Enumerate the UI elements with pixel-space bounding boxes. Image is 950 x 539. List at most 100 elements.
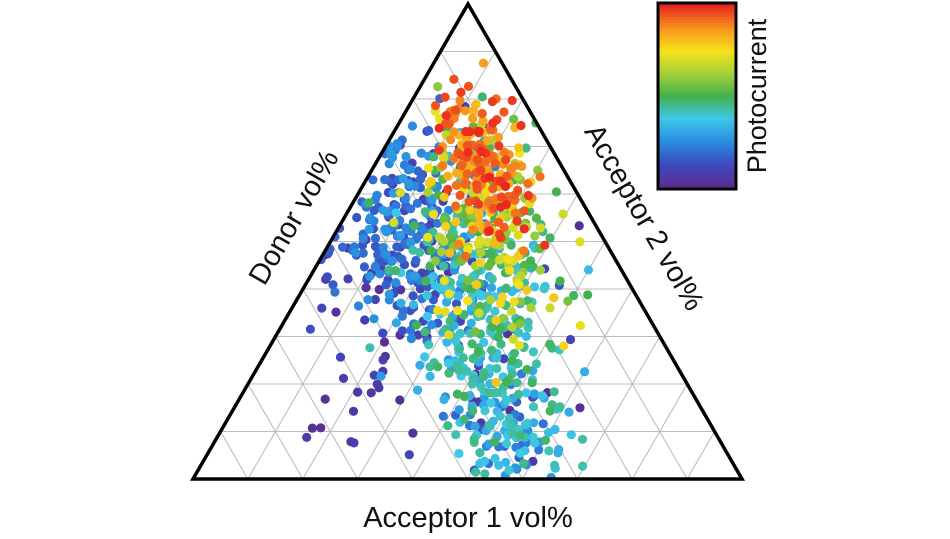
data-point [406, 325, 416, 336]
data-point [544, 446, 554, 456]
colorbar-label: Photocurrent [742, 18, 772, 173]
data-point [381, 280, 391, 290]
data-point [471, 467, 481, 477]
data-point [575, 403, 585, 413]
data-point [501, 200, 511, 210]
data-point [395, 395, 405, 405]
data-point [441, 111, 451, 121]
data-point [412, 198, 422, 208]
data-point [493, 217, 503, 227]
data-point [484, 226, 494, 236]
data-point [411, 320, 421, 330]
data-point [453, 291, 463, 301]
data-point [545, 233, 555, 243]
data-point [527, 378, 537, 388]
data-point [454, 448, 464, 459]
grid-line [631, 383, 688, 480]
data-point [328, 280, 338, 290]
colorbar-band [659, 74, 735, 79]
data-point [559, 341, 569, 351]
data-point [338, 242, 348, 252]
data-point [436, 247, 446, 257]
data-point [482, 136, 492, 146]
data-point [472, 280, 482, 290]
colorbar-band [659, 114, 735, 118]
data-point [374, 284, 384, 295]
data-point [364, 224, 374, 234]
colorbar-band [659, 13, 735, 18]
data-point [519, 206, 529, 216]
data-point [366, 388, 376, 398]
data-point [455, 95, 465, 106]
data-point [395, 188, 405, 198]
data-point [397, 311, 407, 321]
axis-label-donor: Donor vol% [243, 145, 346, 291]
data-point [389, 217, 399, 228]
data-point [445, 231, 456, 241]
data-point [343, 274, 353, 284]
data-point [509, 114, 519, 124]
data-point [549, 387, 559, 397]
colorbar-band [659, 102, 735, 106]
data-point [507, 419, 517, 430]
data-point [496, 254, 506, 264]
data-point [555, 402, 565, 412]
data-point [519, 458, 529, 469]
colorbar-band [659, 4, 735, 9]
data-point [393, 141, 403, 151]
data-point [488, 118, 498, 128]
data-point [478, 372, 489, 382]
data-point [455, 190, 465, 200]
data-point [415, 247, 425, 257]
data-point [476, 146, 486, 157]
data-point [407, 121, 417, 131]
data-point [484, 420, 494, 430]
data-point [528, 432, 538, 442]
data-point [353, 301, 364, 311]
data-point [479, 456, 490, 466]
colorbar-band [659, 141, 735, 146]
data-point [549, 293, 559, 303]
colorbar-band [659, 105, 735, 109]
colorbar-band [659, 111, 735, 115]
data-point [368, 175, 378, 185]
grid-line [302, 288, 414, 480]
data-point [416, 148, 426, 158]
data-point [482, 237, 492, 247]
data-point [378, 355, 388, 365]
colorbar-band [659, 62, 735, 67]
data-point [486, 398, 496, 408]
data-point [574, 221, 584, 231]
colorbar-band [659, 38, 735, 42]
data-point [433, 82, 443, 92]
data-point [449, 127, 459, 137]
data-point [415, 174, 426, 184]
data-point [384, 289, 394, 299]
data-point [462, 366, 472, 376]
data-point [369, 314, 379, 324]
data-point [363, 295, 373, 305]
colorbar-band [659, 108, 735, 112]
data-point [477, 92, 487, 102]
colorbar-band [659, 35, 735, 39]
data-point [307, 423, 317, 433]
triangle-frame [189, 0, 746, 481]
data-point [386, 149, 396, 159]
colorbar-band [659, 7, 735, 12]
data-point [439, 236, 449, 246]
data-point [564, 407, 574, 417]
data-point [442, 337, 452, 347]
data-point [502, 171, 512, 181]
data-point [530, 231, 540, 241]
data-point [535, 172, 545, 182]
data-point [376, 371, 386, 381]
data-point [476, 248, 486, 258]
data-point [439, 192, 449, 202]
data-point [443, 171, 453, 181]
data-point [365, 343, 375, 353]
colorbar-band [659, 175, 735, 179]
data-point [463, 81, 474, 91]
colorbar-band [659, 56, 735, 60]
data-point [540, 240, 550, 250]
data-point [534, 445, 544, 455]
